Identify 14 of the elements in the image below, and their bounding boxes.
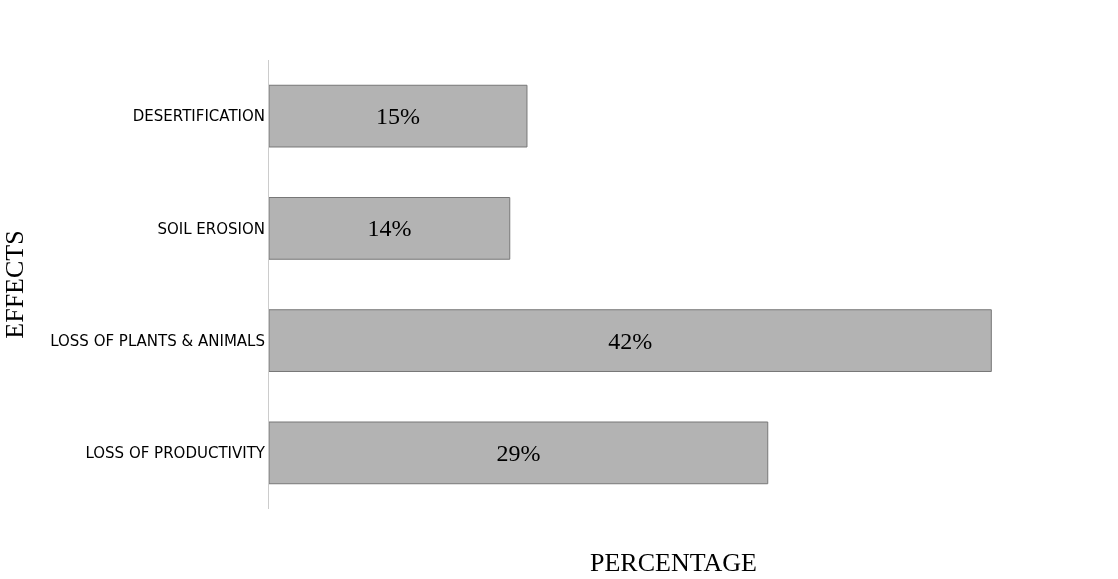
bar bbox=[269, 84, 528, 148]
y-tick-label: LOSS OF PLANTS & ANIMALS bbox=[50, 331, 265, 350]
bar bbox=[269, 309, 992, 372]
data-label: 14% bbox=[367, 215, 412, 242]
y-tick-label: SOIL EROSION bbox=[157, 219, 265, 238]
data-label: 42% bbox=[608, 327, 653, 354]
data-label: 29% bbox=[496, 439, 541, 466]
data-label: 15% bbox=[375, 103, 420, 130]
bar bbox=[269, 197, 511, 260]
y-tick-label: LOSS OF PRODUCTIVITY bbox=[85, 444, 266, 463]
y-tick-label: DESERTIFICATION bbox=[132, 107, 265, 126]
x-axis-title: PERCENTAGE bbox=[590, 548, 757, 577]
bar bbox=[269, 421, 769, 485]
y-axis-title: EFFECTS bbox=[0, 230, 29, 339]
